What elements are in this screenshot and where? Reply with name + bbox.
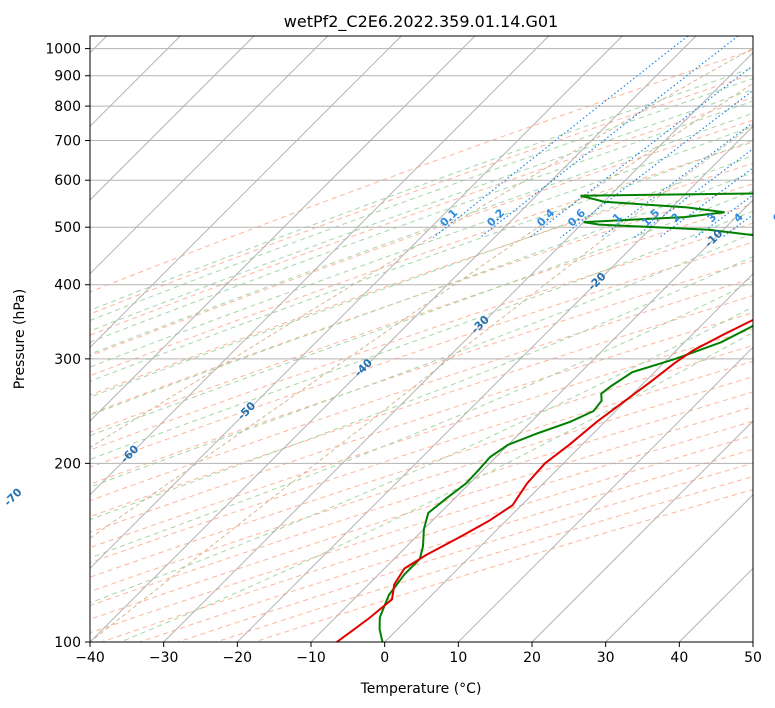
y-tick-label: 500 <box>54 220 81 236</box>
dry-adiabat-line <box>90 391 753 607</box>
mixing-ratio-line <box>633 148 753 239</box>
isotherm-line <box>605 493 753 642</box>
moist-adiabat-line <box>90 171 753 416</box>
x-tick-label: −40 <box>75 650 105 666</box>
mixing-ratio-label: 6 <box>770 210 775 225</box>
chart-title: wetPf2_C2E6.2022.359.01.14.G01 <box>284 12 558 32</box>
moist-adiabat-line <box>90 139 753 382</box>
isotherm-line <box>457 346 753 642</box>
isotherm-line <box>752 641 753 642</box>
x-axis-label: Temperature (°C) <box>360 681 482 697</box>
x-tick-label: 50 <box>744 650 762 666</box>
isotherm-line <box>310 199 753 642</box>
dry-adiabat-line <box>90 344 753 564</box>
dry-adiabat-line <box>90 162 753 396</box>
y-tick-label: 200 <box>54 456 81 472</box>
x-tick-label: 30 <box>597 650 615 666</box>
y-tick-label: 1000 <box>45 42 81 58</box>
x-tick-label: −20 <box>223 650 253 666</box>
reference-curve <box>90 47 753 449</box>
x-tick-label: 20 <box>523 650 541 666</box>
dry-adiabat-line <box>90 295 753 518</box>
moist-adiabat-line <box>90 190 753 437</box>
isotherm-line <box>236 125 753 642</box>
isotherm-line <box>384 272 753 642</box>
dry-adiabat-line <box>90 203 753 433</box>
y-tick-label: 400 <box>54 278 81 294</box>
y-tick-label: 700 <box>54 133 81 149</box>
y-tick-label: 600 <box>54 173 81 189</box>
mixing-ratio-line <box>479 36 739 239</box>
plot-frame <box>89 35 754 643</box>
moist-adiabat-line <box>90 280 753 559</box>
isotherm-line <box>90 36 255 201</box>
dry-adiabat-line <box>90 241 753 468</box>
isotherm-line <box>90 36 623 570</box>
x-tick-label: 10 <box>449 650 467 666</box>
reference-curve <box>90 123 753 642</box>
reference-curve <box>90 82 753 539</box>
mixing-ratio-line <box>760 36 775 238</box>
temperature-line <box>336 318 753 642</box>
dry-adiabat-line <box>90 73 753 315</box>
y-tick-label: 300 <box>54 352 81 368</box>
isotherm-line <box>90 36 697 642</box>
isotherm-line <box>531 420 753 642</box>
isotherm-label: -70 <box>1 485 24 508</box>
isotherm-line <box>90 36 476 422</box>
dry-adiabat-line <box>90 49 753 293</box>
y-axis-label: Pressure (hPa) <box>12 289 28 389</box>
moist-adiabat-line <box>90 100 753 343</box>
dry-adiabat-line <box>90 141 753 377</box>
isotherm-line <box>90 36 329 275</box>
y-tick-label: 900 <box>54 69 81 85</box>
x-tick-label: 40 <box>670 650 688 666</box>
isotherm-line <box>163 51 753 642</box>
y-tick-label: 100 <box>54 635 81 651</box>
x-tick-label: −30 <box>149 650 179 666</box>
isotherm-line <box>90 36 550 496</box>
mixing-ratio-line <box>559 89 753 239</box>
x-tick-label: 0 <box>380 650 389 666</box>
moist-adiabat-line <box>90 255 753 521</box>
isotherm-line <box>90 36 402 349</box>
y-tick-label: 800 <box>54 99 81 115</box>
moist-adiabat-line <box>90 67 753 311</box>
x-tick-label: −10 <box>296 650 326 666</box>
dewpoint-line <box>378 192 753 642</box>
